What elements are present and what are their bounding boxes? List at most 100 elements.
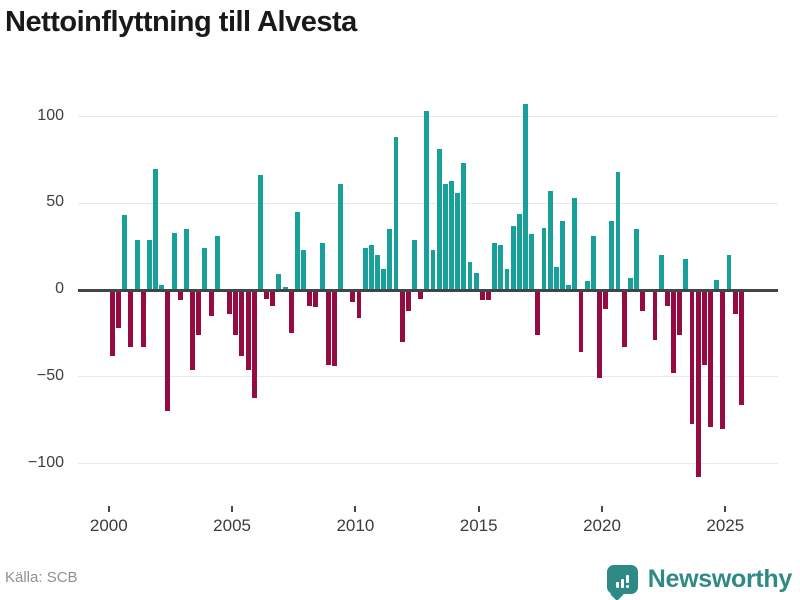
bar-2014-q1 bbox=[455, 192, 461, 290]
bar-2013-q3 bbox=[442, 184, 448, 290]
y-axis-label: −50 bbox=[36, 366, 64, 384]
bar-2006-q4 bbox=[276, 274, 282, 290]
bar-2008-q1 bbox=[307, 290, 313, 306]
bar-2014-q2 bbox=[461, 163, 467, 290]
bar-2018-q3 bbox=[566, 284, 572, 290]
bar-2009-q4 bbox=[350, 290, 356, 303]
bar-2000-q2 bbox=[116, 290, 122, 329]
bar-2005-q2 bbox=[239, 290, 245, 356]
bar-2000-q4 bbox=[128, 290, 134, 348]
bar-2012-q3 bbox=[418, 290, 424, 299]
bar-2011-q3 bbox=[393, 137, 399, 290]
bar-2025-q3 bbox=[738, 290, 744, 405]
bar-2008-q2 bbox=[313, 290, 319, 308]
bar-2001-q2 bbox=[140, 290, 146, 348]
bar-2015-q3 bbox=[492, 243, 498, 290]
x-axis-label: 2015 bbox=[459, 516, 498, 535]
newsworthy-logo-text: Newsworthy bbox=[647, 564, 793, 593]
chart-title: Nettoinflyttning till Alvesta bbox=[5, 6, 357, 38]
bar-2023-q1 bbox=[677, 290, 683, 336]
x-axis-label: 2010 bbox=[336, 516, 375, 535]
x-axis-tick bbox=[354, 506, 357, 512]
bar-2007-q2 bbox=[288, 290, 294, 334]
bar-2006-q2 bbox=[264, 290, 270, 299]
bar-2007-q4 bbox=[301, 250, 306, 290]
x-axis-label: 2020 bbox=[583, 516, 621, 535]
bar-2003-q2 bbox=[190, 290, 196, 370]
y-axis-label: −100 bbox=[27, 453, 64, 471]
bar-2019-q4 bbox=[597, 290, 602, 379]
bar-2010-q2 bbox=[362, 248, 368, 290]
bar-2001-q3 bbox=[146, 239, 152, 290]
bar-2019-q2 bbox=[584, 281, 590, 290]
bar-2000-q1 bbox=[110, 290, 115, 356]
bar-2002-q3 bbox=[171, 232, 177, 290]
bar-2021-q3 bbox=[640, 290, 646, 311]
bar-2025-q2 bbox=[732, 290, 738, 315]
bar-2006-q3 bbox=[270, 290, 276, 306]
bar-2009-q1 bbox=[331, 290, 337, 367]
bar-2012-q1 bbox=[405, 290, 411, 311]
bar-2022-q1 bbox=[652, 290, 658, 341]
bar-2015-q1 bbox=[479, 290, 485, 301]
bar-2007-q1 bbox=[282, 286, 288, 290]
bar-2019-q3 bbox=[590, 236, 596, 290]
bar-2015-q2 bbox=[486, 290, 491, 301]
bar-2017-q2 bbox=[535, 290, 541, 336]
bar-2008-q4 bbox=[325, 290, 331, 365]
bar-2023-q4 bbox=[695, 290, 701, 478]
bar-2012-q4 bbox=[424, 111, 430, 290]
bar-2003-q4 bbox=[202, 248, 208, 290]
y-axis-label: 100 bbox=[37, 106, 64, 124]
newsworthy-logo[interactable]: Newsworthy bbox=[606, 560, 793, 598]
bar-2010-q1 bbox=[356, 290, 362, 318]
exclamation-glyph bbox=[625, 575, 629, 588]
bar-2005-q3 bbox=[245, 290, 251, 370]
bar-2017-q3 bbox=[541, 227, 547, 290]
bar-2024-q1 bbox=[701, 290, 707, 365]
bar-2016-q4 bbox=[523, 104, 528, 290]
bar-2010-q4 bbox=[375, 255, 380, 290]
newsworthy-logo-icon bbox=[606, 564, 638, 594]
bar-2013-q1 bbox=[430, 250, 436, 290]
bar-2021-q2 bbox=[634, 229, 639, 290]
bar-2012-q2 bbox=[412, 239, 417, 290]
bar-2002-q4 bbox=[177, 290, 183, 301]
bar-2020-q3 bbox=[615, 172, 621, 290]
bar-2003-q1 bbox=[183, 229, 189, 290]
bar-2013-q4 bbox=[449, 180, 454, 290]
bar-2003-q3 bbox=[196, 290, 202, 336]
bar-2022-q2 bbox=[658, 255, 664, 290]
bar-2004-q1 bbox=[208, 290, 214, 317]
bar-2018-q4 bbox=[572, 198, 578, 290]
x-axis-tick bbox=[231, 506, 234, 512]
bar-2010-q3 bbox=[368, 244, 374, 290]
gridline bbox=[78, 463, 778, 464]
bar-2011-q1 bbox=[381, 269, 387, 290]
x-axis-tick bbox=[601, 506, 603, 512]
bar-2002-q2 bbox=[165, 290, 171, 412]
x-axis-label: 2005 bbox=[213, 516, 251, 535]
bar-2023-q2 bbox=[683, 258, 689, 290]
bar-2022-q4 bbox=[671, 290, 676, 374]
bar-chart-glyph bbox=[615, 581, 619, 588]
bar-2015-q4 bbox=[498, 244, 504, 290]
bar-2001-q1 bbox=[134, 239, 140, 290]
bar-2020-q4 bbox=[621, 290, 627, 348]
bar-2007-q3 bbox=[294, 211, 300, 290]
bar-2018-q2 bbox=[560, 220, 565, 290]
bar-2001-q4 bbox=[153, 168, 159, 290]
bar-2020-q2 bbox=[609, 220, 615, 290]
bar-2013-q2 bbox=[436, 149, 442, 290]
x-axis-label: 2000 bbox=[89, 516, 128, 535]
source-note: Källa: SCB bbox=[5, 569, 78, 586]
x-axis-tick bbox=[107, 506, 110, 512]
bar-2000-q3 bbox=[122, 215, 128, 290]
bar-2017-q1 bbox=[529, 234, 535, 290]
bar-2011-q4 bbox=[399, 290, 405, 343]
bar-2016-q1 bbox=[504, 269, 510, 290]
bar-2025-q1 bbox=[726, 255, 732, 290]
bar-2020-q1 bbox=[603, 290, 609, 310]
bar-2014-q4 bbox=[473, 272, 479, 290]
